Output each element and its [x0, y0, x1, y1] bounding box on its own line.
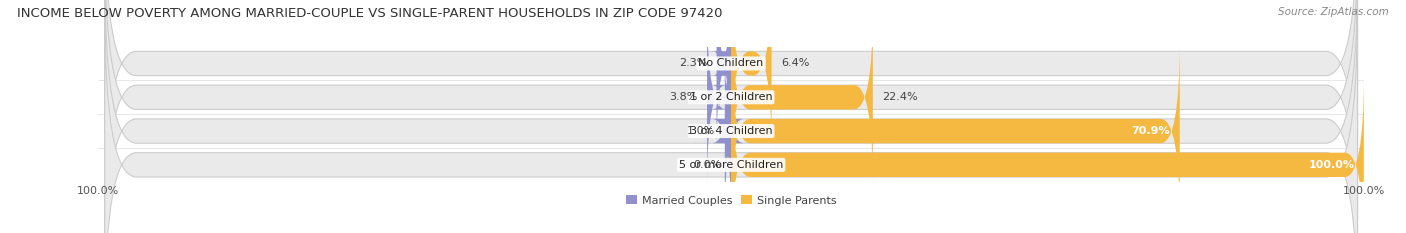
Legend: Married Couples, Single Parents: Married Couples, Single Parents [621, 191, 841, 210]
FancyBboxPatch shape [104, 8, 1358, 233]
Text: 3 or 4 Children: 3 or 4 Children [690, 126, 772, 136]
Text: Source: ZipAtlas.com: Source: ZipAtlas.com [1278, 7, 1389, 17]
FancyBboxPatch shape [731, 0, 772, 153]
Text: 6.4%: 6.4% [782, 58, 810, 69]
Text: INCOME BELOW POVERTY AMONG MARRIED-COUPLE VS SINGLE-PARENT HOUSEHOLDS IN ZIP COD: INCOME BELOW POVERTY AMONG MARRIED-COUPL… [17, 7, 723, 20]
Text: 3.8%: 3.8% [669, 92, 697, 102]
Text: 1 or 2 Children: 1 or 2 Children [690, 92, 772, 102]
Text: 22.4%: 22.4% [883, 92, 918, 102]
Text: 70.9%: 70.9% [1132, 126, 1170, 136]
Text: 2.3%: 2.3% [679, 58, 707, 69]
FancyBboxPatch shape [104, 0, 1358, 220]
Text: 0.0%: 0.0% [693, 160, 721, 170]
FancyBboxPatch shape [104, 0, 1358, 233]
Text: 100.0%: 100.0% [1309, 160, 1354, 170]
FancyBboxPatch shape [711, 42, 744, 220]
Text: 5 or more Children: 5 or more Children [679, 160, 783, 170]
FancyBboxPatch shape [104, 0, 1358, 233]
FancyBboxPatch shape [707, 8, 731, 186]
Text: No Children: No Children [699, 58, 763, 69]
FancyBboxPatch shape [731, 8, 873, 186]
FancyBboxPatch shape [731, 76, 1364, 233]
FancyBboxPatch shape [731, 42, 1180, 220]
Text: 1.0%: 1.0% [688, 126, 716, 136]
FancyBboxPatch shape [711, 0, 735, 153]
